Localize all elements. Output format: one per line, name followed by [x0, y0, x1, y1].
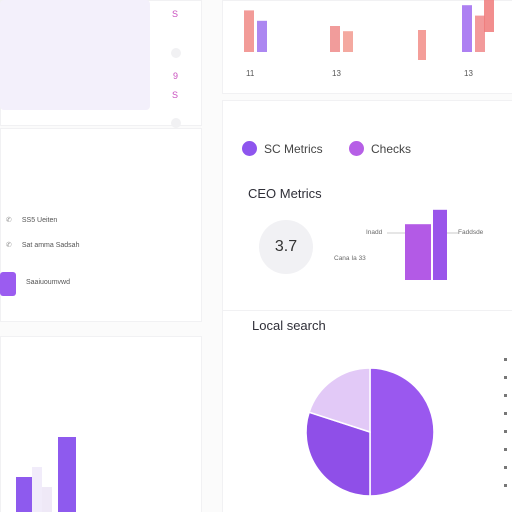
- left-bar: [16, 477, 34, 512]
- top-bar: [244, 10, 254, 52]
- local-search-pie: [305, 367, 435, 497]
- legend-label: Checks: [371, 141, 412, 156]
- edge-tick: [504, 430, 507, 433]
- edge-tick: [504, 358, 507, 361]
- left-bar: [32, 467, 42, 512]
- edge-ticks: [504, 358, 507, 487]
- edge-tick: [504, 484, 507, 487]
- top-bar: [257, 20, 267, 52]
- edge-tick: [504, 394, 507, 397]
- left-bar-chart: [16, 437, 76, 512]
- square-icon[interactable]: [0, 272, 16, 296]
- ceo-left-label: Inadd: [366, 229, 383, 236]
- list-item[interactable]: Saaiuoumvwd: [26, 279, 70, 286]
- left-bar: [42, 487, 52, 512]
- legend-item[interactable]: SC Metrics: [242, 141, 323, 156]
- ceo-bar: [405, 224, 431, 280]
- sidebar-icon-number: 9: [173, 71, 178, 81]
- list-item-label: Saaiuoumvwd: [26, 279, 70, 286]
- legend-item[interactable]: Checks: [349, 141, 411, 156]
- left-mid-panel: [0, 128, 202, 322]
- top-bar: [330, 26, 340, 52]
- ceo-right-label: Faddsde: [458, 229, 484, 236]
- ceo-title: CEO Metrics: [248, 186, 322, 201]
- legend-label: SC Metrics: [264, 141, 323, 156]
- ceo-metric: 3.7: [259, 220, 313, 274]
- top-bar: [475, 15, 485, 53]
- top-bar: [484, 0, 494, 32]
- phone-icon: ✆: [6, 242, 12, 249]
- hero-tile: [0, 0, 150, 110]
- top-bar: [343, 31, 353, 52]
- top-bar: [462, 5, 472, 52]
- ceo-bottom-label: Cana Ia 33: [334, 255, 366, 262]
- top-bar-tick-label: 13: [332, 69, 341, 78]
- local-search-title: Local search: [252, 318, 326, 333]
- top-bar-tick-label: 11: [246, 69, 255, 78]
- pie-slice: [308, 367, 371, 434]
- ceo-bar: [433, 209, 447, 280]
- list-item[interactable]: ✆ Sat amma Sadsah: [6, 241, 80, 250]
- top-bar-chart: 11 13 13: [244, 0, 494, 78]
- edge-tick: [504, 466, 507, 469]
- legend-swatch: [349, 141, 364, 156]
- sidebar-icon-dot[interactable]: [171, 48, 181, 58]
- pie-slice: [369, 367, 435, 497]
- right-mid-panel: [222, 100, 512, 312]
- pie-slice: [305, 411, 371, 497]
- edge-tick: [504, 412, 507, 415]
- phone-icon: ✆: [6, 217, 12, 224]
- ceo-metric-value: 3.7: [274, 238, 298, 255]
- list-item-label: Sat amma Sadsah: [21, 241, 80, 249]
- sidebar-icon-number: S: [172, 9, 178, 19]
- ceo-bar-chart: [387, 209, 458, 280]
- sidebar-icon-number: S: [172, 90, 178, 100]
- top-bar: [418, 30, 426, 60]
- edge-tick: [504, 448, 507, 451]
- edge-tick: [504, 376, 507, 379]
- list-item[interactable]: ✆ SS5 Ueiten: [6, 216, 58, 225]
- left-bar: [58, 437, 76, 512]
- legend-swatch: [242, 141, 257, 156]
- sidebar-icon-dot[interactable]: [171, 118, 181, 128]
- list-item-label: SS5 Ueiten: [21, 216, 58, 224]
- top-bar-tick-label: 13: [464, 69, 473, 78]
